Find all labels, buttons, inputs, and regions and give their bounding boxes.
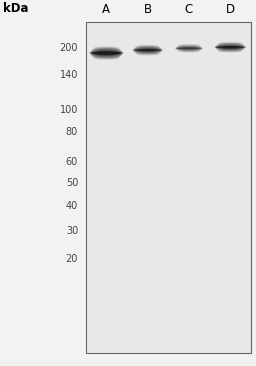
Text: 50: 50 (66, 178, 78, 188)
Ellipse shape (137, 53, 158, 56)
Ellipse shape (94, 46, 119, 49)
Ellipse shape (176, 47, 202, 49)
Ellipse shape (179, 44, 199, 46)
Ellipse shape (136, 52, 160, 55)
Ellipse shape (175, 48, 203, 49)
Ellipse shape (176, 48, 202, 50)
Ellipse shape (94, 57, 119, 60)
Ellipse shape (214, 46, 246, 48)
Text: 80: 80 (66, 127, 78, 138)
Ellipse shape (216, 48, 244, 50)
Ellipse shape (134, 50, 162, 52)
Ellipse shape (89, 52, 124, 55)
Ellipse shape (218, 42, 242, 45)
Text: C: C (185, 3, 193, 16)
Text: 140: 140 (60, 70, 78, 80)
Text: 60: 60 (66, 157, 78, 167)
Ellipse shape (137, 45, 158, 47)
Ellipse shape (134, 49, 162, 51)
Text: 40: 40 (66, 201, 78, 211)
Ellipse shape (91, 49, 121, 52)
Ellipse shape (132, 49, 163, 51)
Ellipse shape (219, 51, 241, 53)
Ellipse shape (179, 51, 199, 53)
Text: D: D (226, 3, 235, 16)
Ellipse shape (134, 47, 161, 49)
Ellipse shape (177, 45, 201, 47)
Ellipse shape (91, 53, 122, 56)
Ellipse shape (178, 45, 200, 47)
Text: 100: 100 (60, 105, 78, 115)
Ellipse shape (91, 50, 122, 53)
Ellipse shape (98, 52, 115, 54)
Ellipse shape (133, 48, 162, 51)
Ellipse shape (216, 47, 245, 49)
Ellipse shape (216, 45, 245, 47)
Ellipse shape (217, 44, 243, 46)
Ellipse shape (93, 56, 120, 58)
Ellipse shape (93, 47, 119, 50)
Ellipse shape (135, 46, 161, 49)
Ellipse shape (178, 50, 200, 52)
Ellipse shape (134, 48, 162, 50)
Ellipse shape (178, 44, 199, 46)
Ellipse shape (217, 49, 243, 51)
Ellipse shape (136, 45, 159, 48)
Ellipse shape (92, 55, 121, 57)
Text: kDa: kDa (3, 1, 28, 15)
Ellipse shape (91, 54, 121, 57)
Ellipse shape (178, 51, 199, 52)
Ellipse shape (92, 49, 121, 51)
Ellipse shape (93, 56, 119, 59)
Ellipse shape (135, 52, 161, 54)
Ellipse shape (136, 46, 160, 48)
Ellipse shape (177, 49, 201, 51)
Ellipse shape (218, 50, 242, 52)
Ellipse shape (216, 46, 245, 49)
Ellipse shape (176, 46, 202, 48)
Text: B: B (144, 3, 152, 16)
Text: 200: 200 (60, 42, 78, 53)
Ellipse shape (215, 45, 246, 48)
Ellipse shape (91, 52, 122, 55)
Ellipse shape (175, 47, 202, 49)
Ellipse shape (90, 52, 123, 55)
Text: 30: 30 (66, 225, 78, 236)
Ellipse shape (219, 42, 241, 44)
Ellipse shape (134, 51, 161, 53)
Ellipse shape (93, 48, 120, 51)
Ellipse shape (215, 47, 246, 49)
Ellipse shape (218, 43, 243, 45)
Ellipse shape (216, 44, 244, 46)
Bar (86, 22, 251, 353)
Ellipse shape (133, 50, 162, 52)
Text: 20: 20 (66, 254, 78, 264)
Text: A: A (102, 3, 110, 16)
Ellipse shape (218, 49, 243, 52)
Ellipse shape (90, 51, 123, 54)
Ellipse shape (175, 48, 202, 50)
Ellipse shape (177, 49, 201, 51)
Ellipse shape (136, 53, 159, 55)
Ellipse shape (177, 46, 201, 48)
